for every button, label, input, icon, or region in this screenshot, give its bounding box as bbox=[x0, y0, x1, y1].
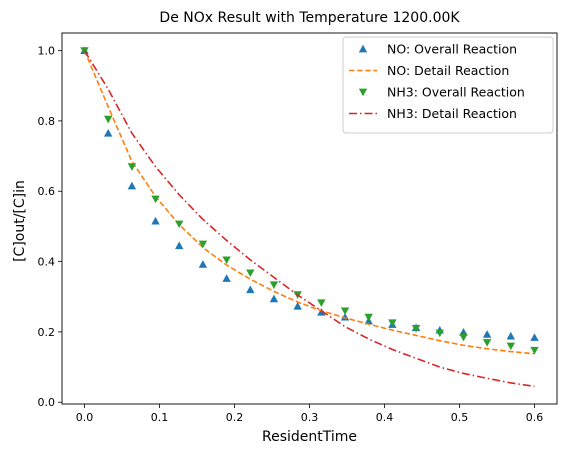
data-point bbox=[222, 274, 231, 282]
data-point bbox=[246, 269, 255, 278]
x-tick-label: 0.0 bbox=[76, 411, 94, 424]
data-point bbox=[411, 325, 421, 333]
x-tick-label: 0.6 bbox=[526, 411, 544, 424]
data-point bbox=[388, 319, 397, 327]
legend: NO: Overall Reaction NO: Detail Reaction N… bbox=[342, 36, 554, 134]
data-point bbox=[459, 333, 468, 342]
legend-label: NO: Overall Reaction bbox=[387, 42, 517, 57]
data-point bbox=[317, 308, 326, 316]
x-tick-label: 0.5 bbox=[451, 411, 469, 424]
data-point bbox=[482, 330, 492, 338]
data-point bbox=[530, 346, 539, 355]
legend-marker bbox=[358, 88, 368, 97]
x-axis: 0.0 0.1 0.2 0.3 0.4 0.5 0.6 bbox=[76, 404, 544, 424]
y-tick-label: 0.4 bbox=[38, 256, 56, 269]
legend-label: NH3: Overall Reaction bbox=[387, 85, 525, 100]
x-axis-title: ResidentTime bbox=[262, 429, 357, 445]
y-axis-title: [C]out/[C]in bbox=[12, 180, 28, 262]
legend-label: NH3: Detail Reaction bbox=[387, 106, 517, 121]
x-tick-label: 0.2 bbox=[226, 411, 244, 424]
data-point bbox=[104, 115, 113, 124]
series-4 bbox=[83, 50, 535, 388]
data-point bbox=[198, 260, 208, 268]
x-tick-label: 0.1 bbox=[151, 411, 169, 424]
data-point bbox=[459, 328, 468, 336]
data-point bbox=[340, 307, 350, 316]
legend-frame bbox=[342, 36, 554, 134]
data-point bbox=[293, 302, 302, 310]
data-point bbox=[151, 216, 160, 225]
data-point bbox=[151, 195, 160, 204]
data-point bbox=[104, 129, 113, 137]
data-point bbox=[175, 241, 184, 250]
data-point bbox=[269, 294, 279, 303]
y-axis: 0.0 0.2 0.4 0.6 0.8 1.0 bbox=[38, 45, 62, 409]
data-point bbox=[246, 285, 255, 294]
data-point bbox=[175, 220, 184, 229]
data-point bbox=[340, 312, 350, 321]
data-point bbox=[127, 163, 137, 171]
legend-entry: NO: Detail Reaction bbox=[349, 63, 509, 78]
y-tick-label: 0.2 bbox=[38, 326, 56, 339]
x-tick-label: 0.3 bbox=[301, 411, 319, 424]
y-tick-label: 0.8 bbox=[38, 115, 56, 128]
data-point bbox=[506, 342, 515, 351]
data-point bbox=[198, 240, 208, 249]
y-tick-label: 0.6 bbox=[38, 185, 56, 198]
plot-frame bbox=[61, 32, 558, 405]
data-point bbox=[364, 313, 373, 322]
data-point bbox=[435, 329, 444, 338]
data-point bbox=[482, 339, 492, 347]
series-line bbox=[83, 50, 535, 388]
y-tick-label: 0.0 bbox=[38, 396, 56, 409]
data-point bbox=[269, 281, 279, 289]
data-point bbox=[127, 181, 137, 190]
chart-title: De NOx Result with Temperature 1200.00K bbox=[159, 10, 460, 26]
data-point bbox=[530, 333, 539, 341]
legend-label: NO: Detail Reaction bbox=[387, 63, 509, 78]
legend-entry: NH3: Detail Reaction bbox=[349, 106, 517, 121]
data-point bbox=[317, 299, 326, 307]
legend-entry: NH3: Overall Reaction bbox=[358, 85, 525, 100]
x-tick-label: 0.4 bbox=[376, 411, 394, 424]
series-3 bbox=[80, 47, 539, 355]
legend-entry: NO: Overall Reaction bbox=[358, 42, 517, 57]
legend-marker bbox=[358, 44, 368, 53]
data-point bbox=[506, 331, 515, 340]
data-point bbox=[222, 256, 231, 265]
y-tick-label: 1.0 bbox=[38, 45, 56, 58]
plot-area bbox=[80, 46, 539, 388]
